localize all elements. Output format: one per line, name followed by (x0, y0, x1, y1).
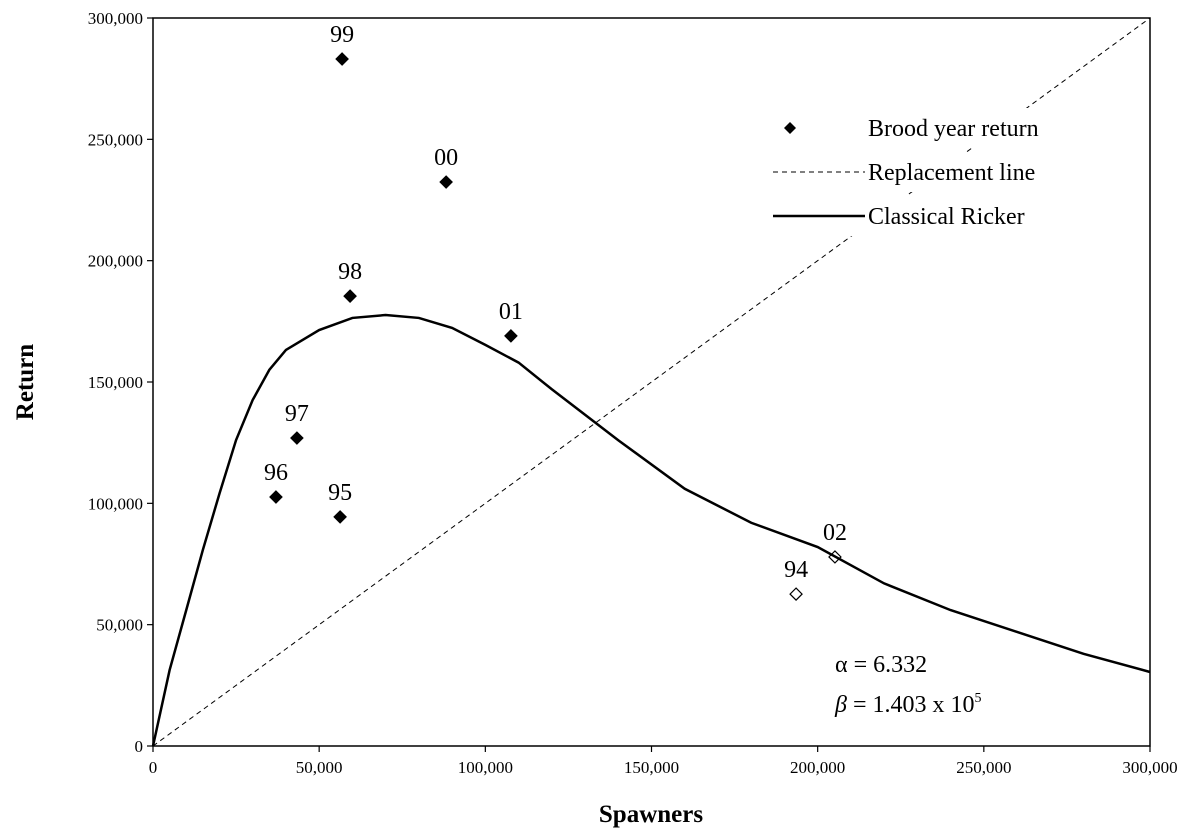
y-tick-label: 200,000 (88, 252, 143, 271)
point-label: 01 (499, 299, 523, 325)
legend-marker (784, 122, 796, 134)
data-point (269, 490, 283, 504)
point-label: 95 (328, 480, 352, 506)
legend-label: Brood year return (868, 116, 1039, 142)
data-point (504, 329, 518, 343)
point-label: 94 (784, 557, 808, 583)
data-point (335, 52, 349, 66)
ricker-curve (151, 313, 1151, 747)
y-tick-label: 100,000 (88, 494, 143, 513)
annotation: β = 1.403 x 105 (834, 691, 982, 718)
y-tick-label: 150,000 (88, 373, 143, 392)
y-tick-label: 0 (135, 737, 144, 756)
point-label: 97 (285, 401, 309, 427)
x-tick-label: 100,000 (458, 758, 513, 777)
x-axis-title: Spawners (599, 801, 703, 828)
y-tick-label: 300,000 (88, 9, 143, 28)
y-axis-title: Return (12, 344, 39, 420)
data-point (290, 431, 304, 445)
y-tick-label: 50,000 (96, 616, 143, 635)
annotation-symbol: β (834, 692, 847, 718)
point-label: 98 (338, 259, 362, 285)
point-label: 96 (264, 460, 288, 486)
point-label: 02 (823, 520, 847, 546)
y-tick-label: 250,000 (88, 130, 143, 149)
legend-bg (773, 108, 1103, 148)
x-tick-label: 300,000 (1122, 758, 1177, 777)
annotation-text: α = 6.332 (835, 652, 927, 678)
annotation-text: = 1.403 x 10 (847, 692, 975, 718)
x-tick-label: 250,000 (956, 758, 1011, 777)
data-point (343, 289, 357, 303)
data-point (789, 587, 803, 601)
annotation-sup: 5 (975, 691, 982, 706)
x-tick-label: 50,000 (296, 758, 343, 777)
point-label: 99 (330, 22, 354, 48)
x-tick-label: 0 (149, 758, 158, 777)
data-point (333, 510, 347, 524)
x-tick-label: 150,000 (624, 758, 679, 777)
annotation: α = 6.332 (835, 652, 927, 678)
data-point (439, 175, 453, 189)
x-tick-label: 200,000 (790, 758, 845, 777)
legend-label: Replacement line (868, 160, 1035, 186)
point-label: 00 (434, 145, 458, 171)
legend-label: Classical Ricker (868, 204, 1025, 230)
